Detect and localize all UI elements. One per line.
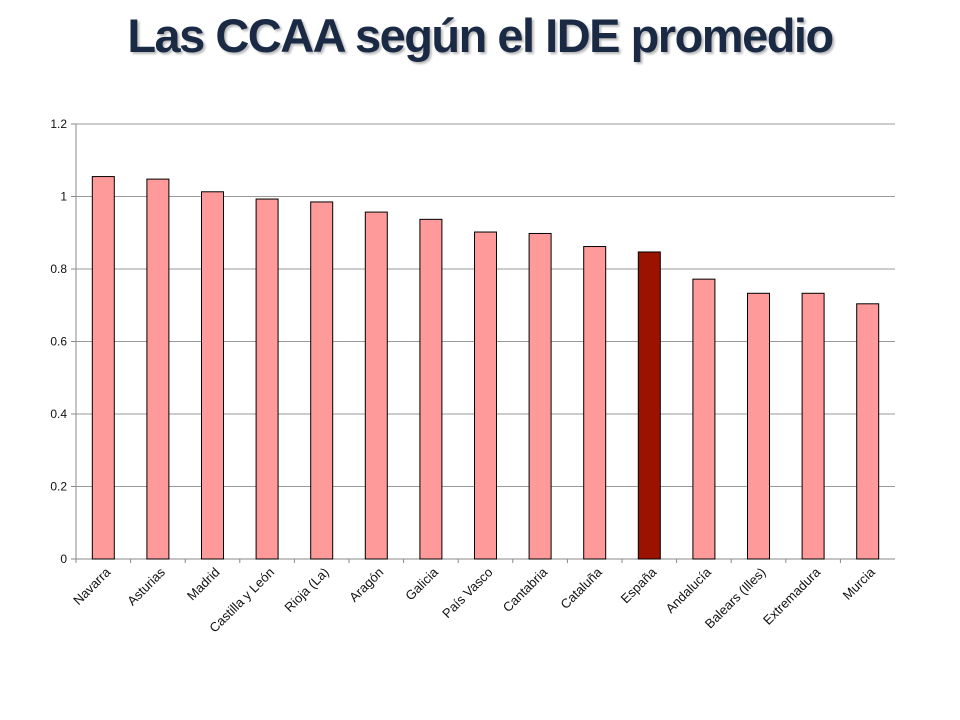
x-category-label: Extremadura xyxy=(760,564,824,628)
x-category-label: Aragón xyxy=(346,565,386,605)
bar-asturias xyxy=(146,178,170,560)
bar-espa-a xyxy=(637,251,661,560)
bar-extremadura xyxy=(801,292,825,560)
bars xyxy=(91,176,880,560)
y-tick-label: 0.2 xyxy=(50,480,67,494)
x-category-label: Murcia xyxy=(840,564,879,603)
y-tick-label: 0.6 xyxy=(50,335,67,349)
x-category-label: Madrid xyxy=(184,565,223,604)
bar-navarra xyxy=(91,176,115,560)
bar-rioja-la- xyxy=(310,201,334,560)
x-category-label: Andalucía xyxy=(663,564,715,616)
bar-madrid xyxy=(201,191,224,560)
bar-andaluc-a xyxy=(692,278,716,560)
y-tick-label: 1 xyxy=(60,190,67,204)
y-tick-labels: 0 0.2 0.4 0.6 0.8 1 1.2 xyxy=(50,117,67,566)
x-category-label: España xyxy=(618,564,660,606)
x-category-label: País Vasco xyxy=(439,565,495,621)
x-category-label: Asturias xyxy=(124,564,168,608)
bar-galicia xyxy=(419,218,443,560)
chart-title: Las CCAA según el IDE promedio xyxy=(127,9,834,62)
x-category-label: Rioja (La) xyxy=(281,565,331,615)
x-category-label: Cantabria xyxy=(500,564,551,615)
bar-cantabria xyxy=(528,232,552,560)
x-category-label: Navarra xyxy=(70,564,114,608)
bar-castilla-y-le-n xyxy=(255,198,279,560)
bar-pa-s-vasco xyxy=(474,231,497,560)
x-category-label: Cataluña xyxy=(557,564,605,612)
y-tick-label: 0.4 xyxy=(50,407,67,421)
y-tick-label: 0.8 xyxy=(50,262,67,276)
bar-arag-n xyxy=(364,211,388,560)
y-tick-label: 0 xyxy=(60,552,67,566)
bar-balears-illes- xyxy=(747,292,770,560)
y-tick-label: 1.2 xyxy=(50,117,67,131)
x-category-label: Galicia xyxy=(402,564,441,603)
bar-catalu-a xyxy=(583,246,607,560)
bar-murcia xyxy=(856,303,880,560)
